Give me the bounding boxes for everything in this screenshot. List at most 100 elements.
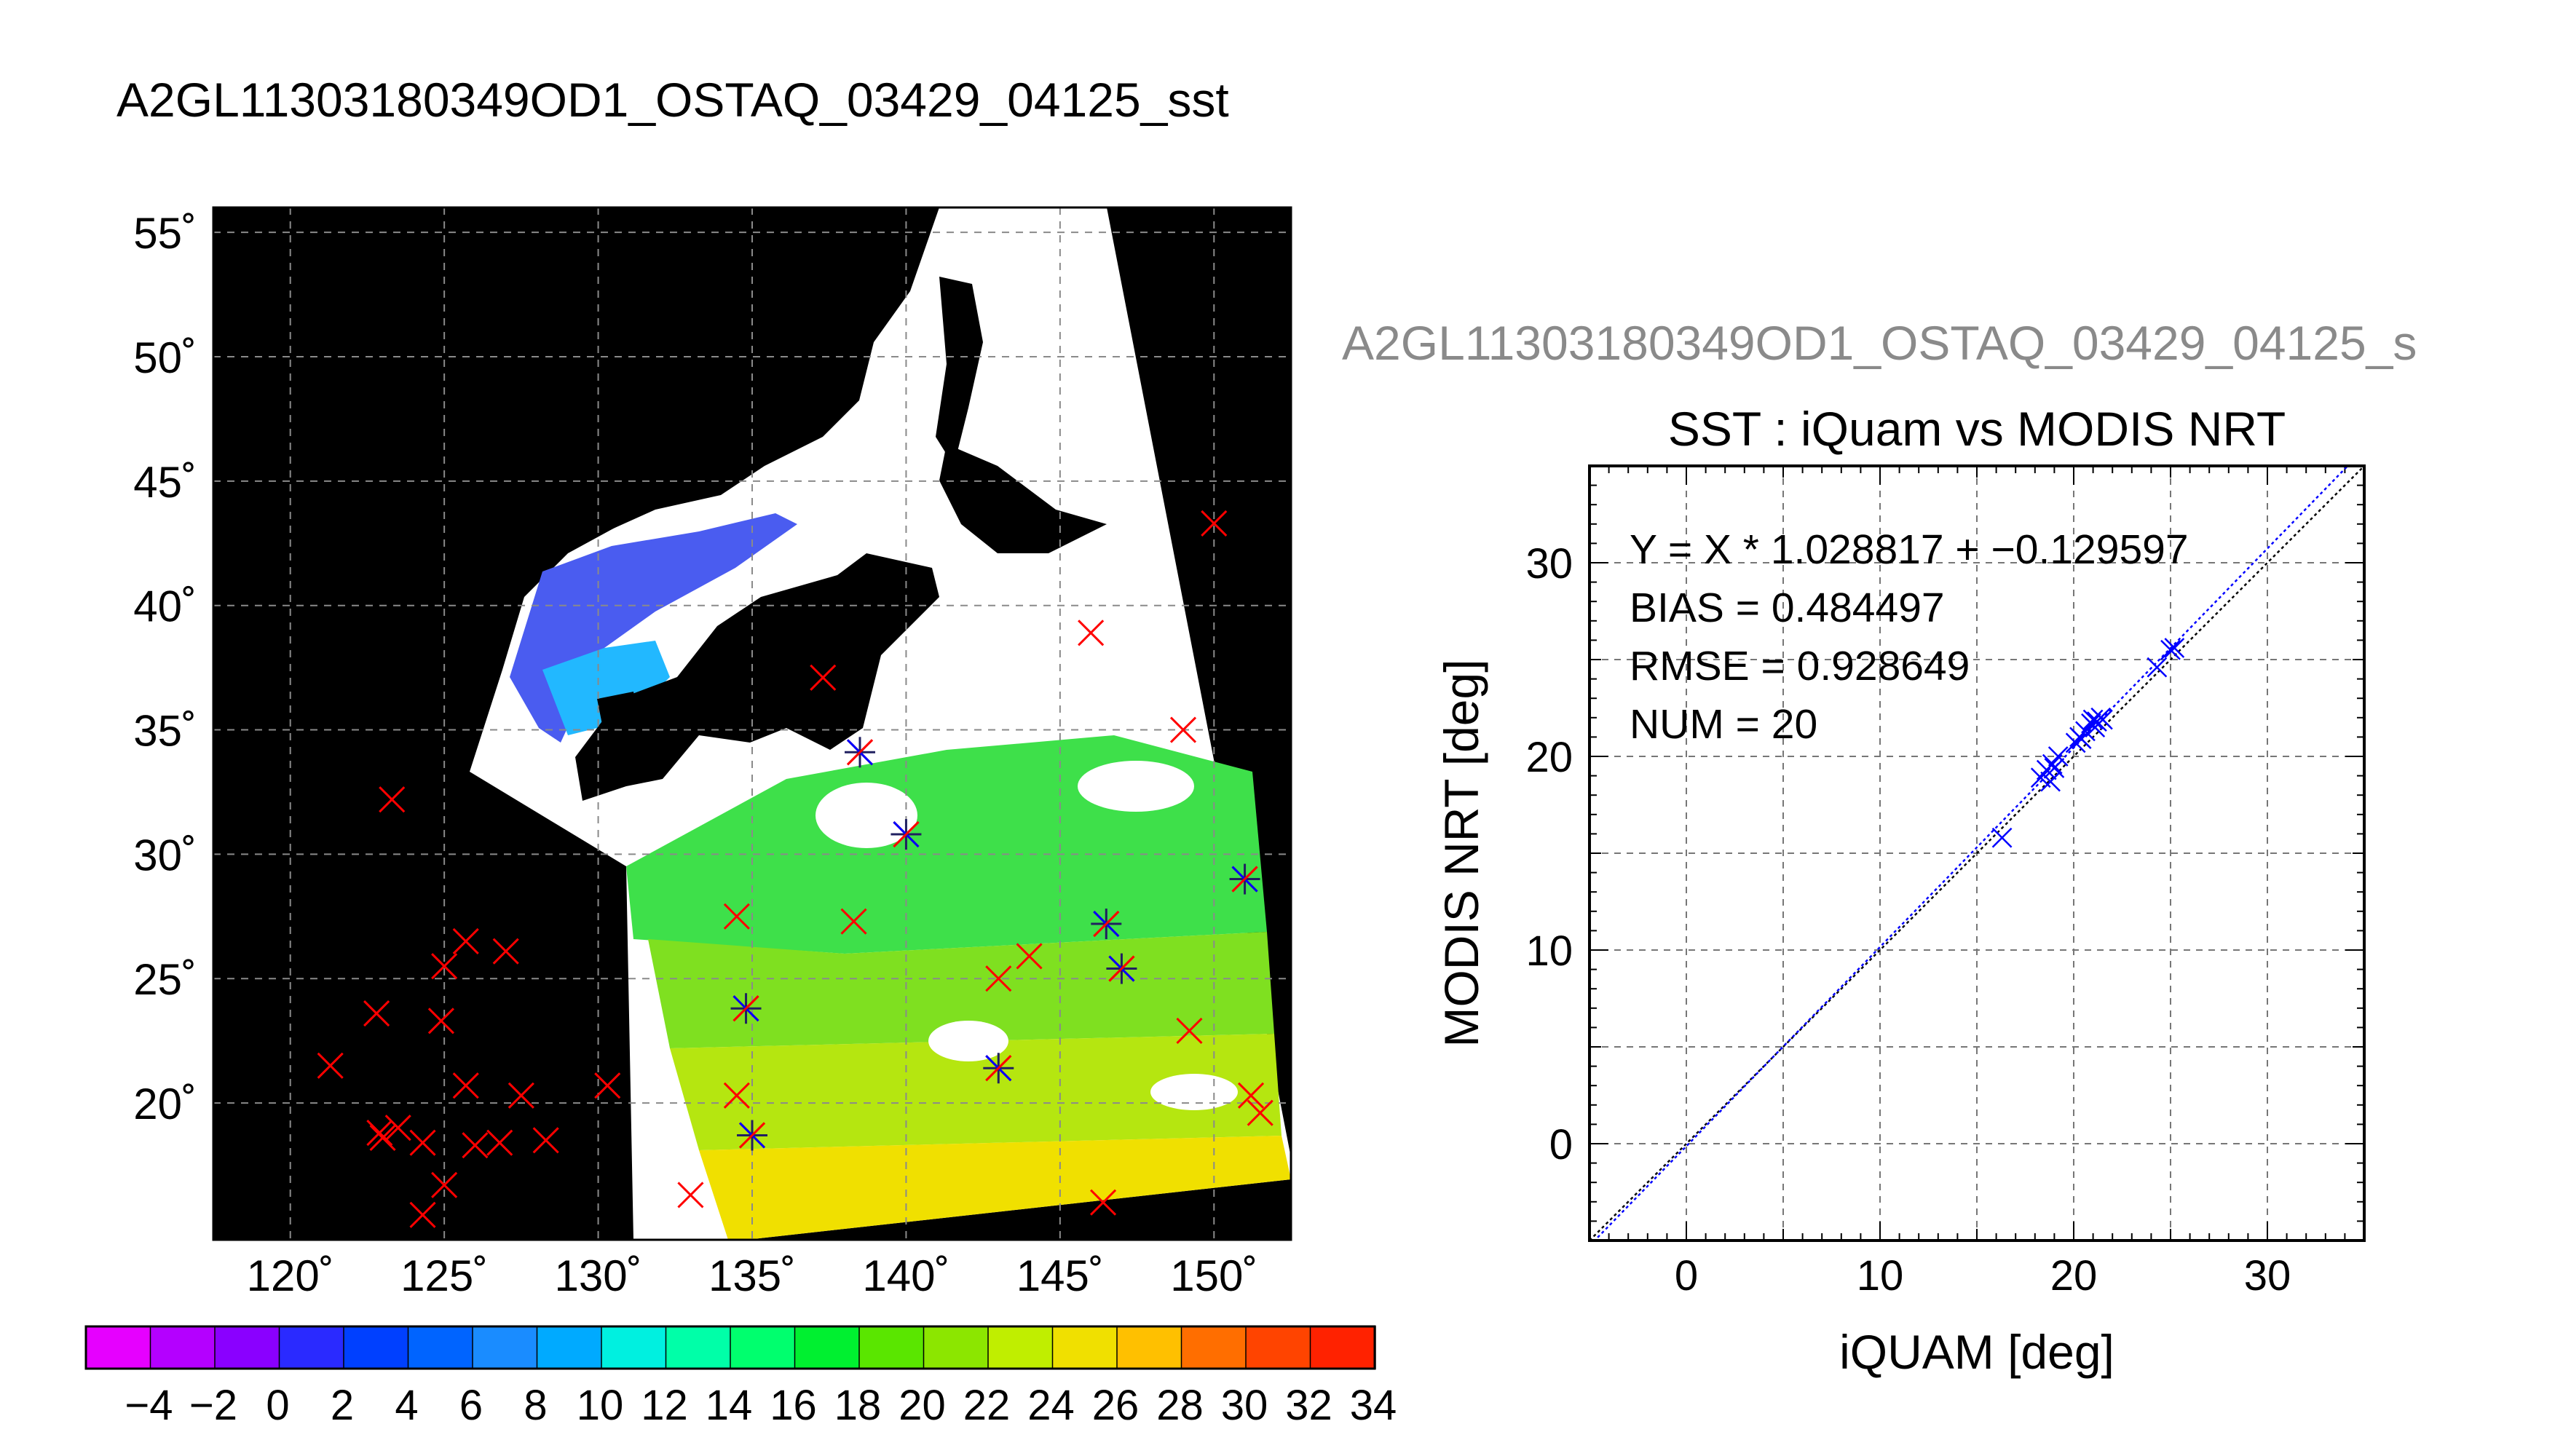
one-to-one-line — [1590, 466, 2364, 1241]
match-marker-red — [366, 1120, 393, 1147]
latitude-label: 35˚ — [133, 707, 197, 756]
colorbar-cell — [407, 1326, 474, 1369]
scatter-point — [2044, 758, 2065, 778]
match-marker-red — [384, 1115, 411, 1142]
stats-line: NUM = 20 — [1630, 701, 1817, 748]
longitude-label: 140˚ — [862, 1251, 949, 1300]
scatter-point — [2085, 717, 2106, 737]
colorbar-tick-label: 34 — [1350, 1382, 1397, 1429]
match-marker-star — [891, 819, 922, 850]
map-frame — [212, 206, 1292, 1241]
latitude-labels: 55˚ 50˚ 45˚ 40˚ 35˚ 30˚ 25˚ 20˚ — [133, 209, 197, 1128]
match-marker-red — [379, 786, 406, 813]
colorbar-tick-label: 8 — [524, 1382, 547, 1429]
scatter-title: SST : iQuam vs MODIS NRT — [1668, 402, 2286, 456]
match-marker-red — [1176, 1017, 1203, 1045]
colorbar: −4 −2 0 2 4 6 8 10 12 14 16 18 20 22 24 26 28 30 32 34 — [84, 1325, 1397, 1429]
match-marker-red — [677, 1182, 704, 1208]
match-marker-red — [1089, 1189, 1117, 1216]
colorbar-tick-label: −2 — [189, 1382, 237, 1429]
colorbar-cell — [472, 1326, 539, 1369]
scatter-point — [2082, 709, 2104, 730]
match-marker-star — [983, 1053, 1014, 1084]
match-marker-red — [409, 1129, 436, 1156]
latitude-label: 40˚ — [133, 582, 197, 631]
colorbar-tick-label: 6 — [459, 1382, 483, 1429]
x-tick-label: 10 — [1857, 1252, 1904, 1299]
colorbar-tick-label: 24 — [1027, 1382, 1075, 1429]
y-tick-label: 0 — [1549, 1121, 1573, 1168]
longitude-label: 120˚ — [247, 1251, 334, 1300]
stats-annotation: Y = X * 1.028817 + −0.129597 BIAS = 0.484… — [1630, 526, 2189, 748]
map-swath — [213, 207, 1291, 1240]
match-marker-red — [1169, 716, 1197, 743]
colorbar-tick-label: 12 — [641, 1382, 688, 1429]
match-marker-red — [452, 1072, 479, 1099]
match-marker-red — [985, 965, 1012, 992]
colorbar-cell — [601, 1326, 668, 1369]
match-marker-red — [486, 1129, 513, 1156]
colorbar-cell — [1051, 1326, 1118, 1369]
longitude-label: 125˚ — [400, 1251, 488, 1300]
match-marker-red — [363, 1000, 390, 1027]
match-marker-star — [845, 737, 875, 768]
colorbar-cell — [85, 1326, 152, 1369]
scatter-point — [2147, 657, 2168, 678]
colorbar-tick-label: 16 — [770, 1382, 817, 1429]
x-tick-label: 20 — [2050, 1252, 2098, 1299]
match-marker-star — [737, 1120, 767, 1151]
colorbar-cell — [214, 1326, 281, 1369]
colorbar-tick-label: 10 — [577, 1382, 624, 1429]
colorbar-cell — [794, 1326, 861, 1369]
latitude-label: 20˚ — [133, 1080, 197, 1128]
colorbar-cell — [1309, 1326, 1376, 1369]
match-marker-red — [462, 1132, 489, 1159]
x-tick-label: 30 — [2244, 1252, 2291, 1299]
colorbar-cell — [1245, 1326, 1312, 1369]
scatter-point — [2071, 729, 2092, 749]
colorbar-cell — [1116, 1326, 1183, 1369]
match-marker-red — [492, 938, 519, 965]
scatter-point — [2047, 746, 2069, 767]
match-marker-red — [409, 1201, 436, 1228]
latitude-label: 50˚ — [133, 333, 197, 382]
match-marker-star — [1229, 863, 1260, 895]
colorbar-cell — [343, 1326, 410, 1369]
match-marker-red — [723, 1082, 750, 1109]
land-hokkaido — [939, 444, 1107, 553]
y-axis-label: MODIS NRT [deg] — [1434, 659, 1488, 1047]
colorbar-cell — [730, 1326, 797, 1369]
colorbar-tick-label: 18 — [834, 1382, 882, 1429]
colorbar-cell — [923, 1326, 990, 1369]
longitude-label: 135˚ — [708, 1251, 796, 1300]
land-sakhalin — [936, 277, 983, 466]
y-tick-label: 30 — [1525, 540, 1573, 587]
colorbar-tick-label: 30 — [1221, 1382, 1268, 1429]
sst-map: 55˚ 50˚ 45˚ 40˚ 35˚ 30˚ 25˚ 20˚ 120˚ 125˚ 130˚ 135… — [133, 206, 1292, 1300]
land-asia — [213, 207, 939, 757]
scatter-point — [1991, 827, 2013, 848]
match-marker-red — [840, 908, 867, 935]
match-marker-red — [1237, 1082, 1265, 1109]
match-marker-red — [532, 1127, 559, 1154]
scatter-point — [2160, 639, 2181, 660]
scatter-point — [2164, 638, 2185, 658]
latitude-label: 55˚ — [133, 209, 197, 258]
y-tick-label: 10 — [1525, 927, 1573, 975]
colorbar-tick-label: 0 — [266, 1382, 289, 1429]
colorbar-cell — [1180, 1326, 1247, 1369]
match-marker-red — [1078, 620, 1105, 646]
match-marker-star — [730, 993, 762, 1024]
match-marker-star — [1091, 909, 1122, 940]
longitude-labels: 120˚ 125˚ 130˚ 135˚ 140˚ 145˚ 150˚ — [247, 1251, 1258, 1300]
colorbar-cell — [149, 1326, 216, 1369]
match-marker-red — [431, 953, 458, 980]
scatter-grid — [1590, 466, 2364, 1241]
match-marker-star — [1106, 953, 1137, 984]
colorbar-tick-label: 2 — [331, 1382, 354, 1429]
plot-frame — [1588, 464, 2366, 1242]
colorbar-tick-label: 32 — [1285, 1382, 1332, 1429]
colorbar-tick-label: 26 — [1092, 1382, 1140, 1429]
match-marker-red — [1247, 1099, 1273, 1126]
